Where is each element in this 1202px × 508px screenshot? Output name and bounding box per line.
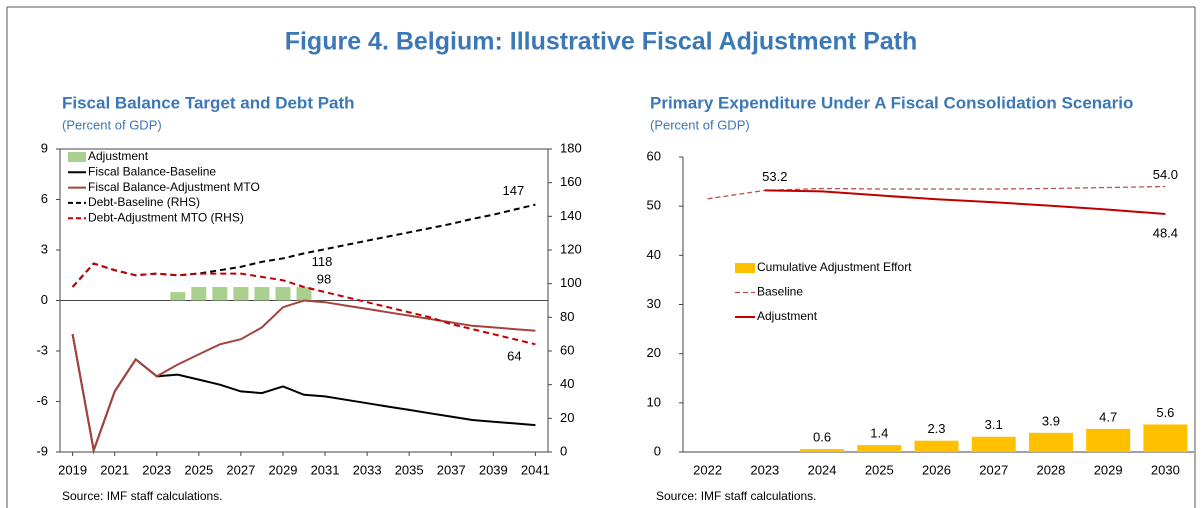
y-tick-label: 60 bbox=[647, 148, 661, 163]
figure-title: Figure 4. Belgium: Illustrative Fiscal A… bbox=[285, 28, 918, 56]
y2-tick-label: 40 bbox=[560, 376, 574, 391]
data-label: 53.2 bbox=[762, 169, 787, 184]
bar bbox=[212, 287, 228, 301]
data-label: 64 bbox=[507, 349, 521, 364]
data-label: 3.1 bbox=[985, 417, 1003, 432]
bar bbox=[800, 449, 845, 452]
data-label: 0.6 bbox=[813, 429, 831, 444]
y-tick-label: -6 bbox=[36, 393, 48, 408]
y2-tick-label: 0 bbox=[560, 443, 567, 458]
y-tick-label: 50 bbox=[647, 198, 661, 213]
bar bbox=[857, 445, 902, 452]
y-tick-label: 9 bbox=[41, 140, 48, 155]
data-label: 48.4 bbox=[1153, 225, 1178, 240]
legend-label: Adjustment bbox=[88, 149, 149, 163]
y-tick-label: 40 bbox=[647, 247, 661, 262]
legend-swatch bbox=[68, 152, 86, 162]
x-tick-label: 2031 bbox=[311, 462, 340, 477]
y-tick-label: 10 bbox=[647, 394, 661, 409]
y-tick-label: -3 bbox=[36, 342, 48, 357]
x-tick-label: 2025 bbox=[184, 462, 213, 477]
legend-label: Fiscal Balance-Adjustment MTO bbox=[88, 180, 260, 194]
x-tick-label: 2027 bbox=[226, 462, 255, 477]
y-tick-label: -9 bbox=[36, 443, 48, 458]
y2-tick-label: 160 bbox=[560, 174, 582, 189]
x-tick-label: 2023 bbox=[750, 462, 779, 477]
data-label: 3.9 bbox=[1042, 413, 1060, 428]
data-label: 4.7 bbox=[1099, 409, 1117, 424]
y2-tick-label: 180 bbox=[560, 140, 582, 155]
y2-tick-label: 120 bbox=[560, 241, 582, 256]
x-tick-label: 2026 bbox=[922, 462, 951, 477]
x-tick-label: 2039 bbox=[479, 462, 508, 477]
x-tick-label: 2023 bbox=[142, 462, 171, 477]
data-label: 2.3 bbox=[927, 421, 945, 436]
bar bbox=[233, 287, 249, 301]
line bbox=[71, 299, 536, 455]
y-tick-label: 0 bbox=[654, 443, 661, 458]
x-tick-label: 2028 bbox=[1036, 462, 1065, 477]
bar bbox=[1028, 432, 1073, 452]
legend-swatch bbox=[735, 263, 755, 273]
line bbox=[71, 203, 536, 288]
chart-subtitle: (Percent of GDP) bbox=[62, 117, 162, 132]
data-label: 118 bbox=[312, 254, 333, 269]
x-tick-label: 2035 bbox=[395, 462, 424, 477]
y-tick-label: 3 bbox=[41, 241, 48, 256]
line bbox=[764, 189, 1166, 215]
x-tick-label: 2037 bbox=[437, 462, 466, 477]
y-tick-label: 30 bbox=[647, 296, 661, 311]
bar bbox=[275, 287, 291, 301]
data-label: 5.6 bbox=[1156, 405, 1174, 420]
x-tick-label: 2025 bbox=[865, 462, 894, 477]
y2-tick-label: 80 bbox=[560, 309, 574, 324]
data-label: 54.0 bbox=[1153, 167, 1178, 182]
legend-label: Adjustment bbox=[757, 309, 818, 323]
y-tick-label: 6 bbox=[41, 191, 48, 206]
line bbox=[71, 262, 536, 346]
y2-tick-label: 60 bbox=[560, 342, 574, 357]
legend-label: Baseline bbox=[757, 285, 803, 299]
legend-label: Debt-Adjustment MTO (RHS) bbox=[88, 210, 244, 224]
y2-tick-label: 100 bbox=[560, 275, 582, 290]
x-tick-label: 2019 bbox=[58, 462, 87, 477]
source-note: Source: IMF staff calculations. bbox=[62, 489, 223, 503]
y-tick-label: 0 bbox=[41, 292, 48, 307]
bar bbox=[1086, 428, 1131, 452]
data-label: 98 bbox=[317, 271, 331, 286]
bar bbox=[914, 440, 959, 452]
data-label: 147 bbox=[503, 183, 525, 198]
x-tick-label: 2022 bbox=[693, 462, 722, 477]
x-tick-label: 2041 bbox=[521, 462, 550, 477]
bar bbox=[971, 436, 1016, 452]
legend-label: Fiscal Balance-Baseline bbox=[88, 164, 216, 178]
x-tick-label: 2033 bbox=[353, 462, 382, 477]
legend-label: Debt-Baseline (RHS) bbox=[88, 195, 200, 209]
line bbox=[707, 185, 1166, 200]
y2-tick-label: 20 bbox=[560, 410, 574, 425]
x-tick-label: 2029 bbox=[269, 462, 298, 477]
x-tick-label: 2029 bbox=[1094, 462, 1123, 477]
x-tick-label: 2030 bbox=[1151, 462, 1180, 477]
bar bbox=[170, 292, 186, 301]
bar bbox=[191, 287, 207, 301]
data-label: 1.4 bbox=[870, 426, 888, 441]
source-note: Source: IMF staff calculations. bbox=[656, 489, 817, 503]
y-tick-label: 20 bbox=[647, 345, 661, 360]
chart-title: Primary Expenditure Under A Fiscal Conso… bbox=[650, 93, 1133, 112]
x-tick-label: 2027 bbox=[979, 462, 1008, 477]
line bbox=[71, 334, 536, 455]
y2-tick-label: 140 bbox=[560, 208, 582, 223]
chart-subtitle: (Percent of GDP) bbox=[650, 117, 750, 132]
chart-title: Fiscal Balance Target and Debt Path bbox=[62, 93, 355, 112]
bar bbox=[296, 287, 312, 301]
x-tick-label: 2021 bbox=[100, 462, 129, 477]
bar bbox=[1143, 424, 1188, 452]
legend-label: Cumulative Adjustment Effort bbox=[757, 260, 912, 274]
bar bbox=[254, 287, 270, 301]
x-tick-label: 2024 bbox=[808, 462, 837, 477]
